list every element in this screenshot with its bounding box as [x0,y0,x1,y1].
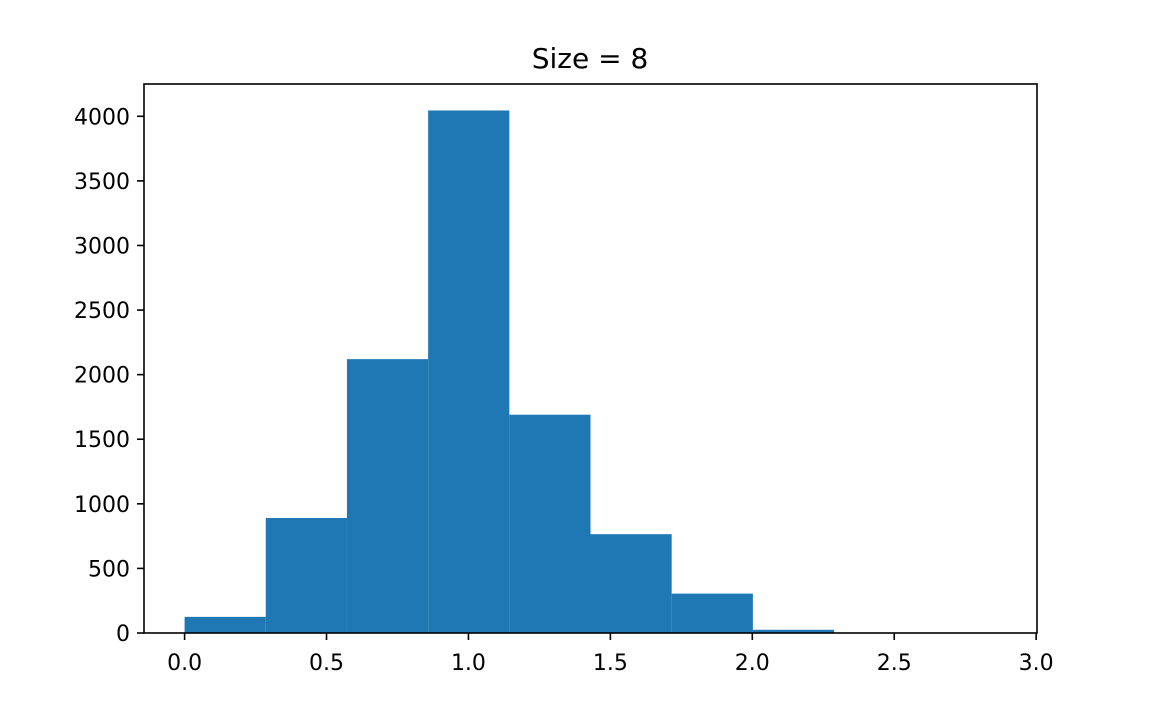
histogram-bar [590,534,672,633]
x-tick-label: 1.5 [593,651,628,676]
x-axis-ticks: 0.0 0.5 1.0 1.5 2.0 2.5 3.0 [167,633,1054,676]
x-tick-label: 2.5 [877,651,912,676]
y-tick-label: 1500 [74,428,130,453]
histogram-bar [184,616,266,633]
x-tick-label: 0.0 [167,651,202,676]
histogram-bar [509,414,591,633]
plot-frame [143,83,1038,634]
chart-title: Size = 8 [532,42,649,75]
histogram-bar [671,593,753,633]
bars-group [184,110,997,633]
x-tick-label: 1.0 [451,651,486,676]
y-axis-ticks: 0 500 1000 1500 2000 2500 3000 3500 4000 [74,105,144,647]
histogram-bar [752,629,835,633]
y-tick-label: 500 [88,557,130,582]
y-tick-label: 3000 [74,234,130,259]
y-tick-label: 2500 [74,299,130,324]
y-tick-label: 3500 [74,170,130,195]
x-tick-label: 0.5 [309,651,344,676]
y-tick-label: 1000 [74,493,130,518]
y-tick-label: 2000 [74,364,130,389]
histogram-bar [346,359,429,633]
x-tick-label: 2.0 [735,651,770,676]
histogram-bar [428,110,510,633]
y-tick-label: 0 [116,622,130,647]
y-tick-label: 4000 [74,105,130,130]
x-tick-label: 3.0 [1019,651,1054,676]
histogram-bar [265,518,347,633]
